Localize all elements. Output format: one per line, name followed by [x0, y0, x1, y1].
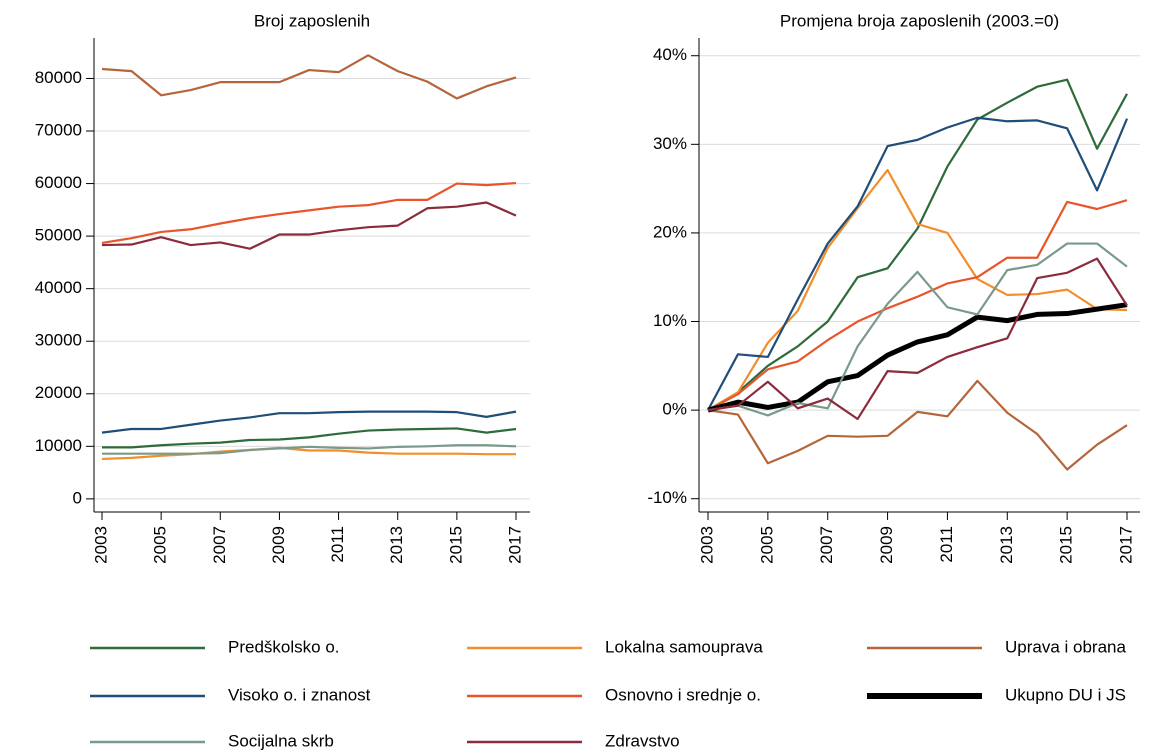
y-tick-label: 30000 [35, 331, 82, 350]
y-tick-label: 40% [653, 45, 687, 64]
series-line [101, 446, 516, 461]
y-tick-label: 20% [653, 222, 687, 241]
legend-label: Ukupno DU i JS [1005, 685, 1126, 704]
y-tick-label: 80000 [35, 68, 82, 87]
series-line [707, 242, 1128, 417]
series-line [101, 201, 517, 250]
series-line [101, 410, 517, 434]
series-line [707, 302, 1128, 413]
x-tick-label: 2007 [817, 526, 836, 564]
x-tick-label: 2005 [757, 526, 776, 564]
legend-label: Socijalna skrb [228, 731, 334, 750]
x-tick-label: 2015 [1057, 526, 1076, 564]
y-tick-label: 50000 [35, 226, 82, 245]
series-line [707, 257, 1128, 421]
series-line [707, 116, 1129, 411]
y-tick-label: 10% [653, 311, 687, 330]
y-tick-label: 0% [662, 400, 687, 419]
series-line [707, 78, 1128, 412]
y-tick-label: 40000 [35, 278, 82, 297]
legend-label: Lokalna samouprava [605, 637, 763, 656]
legend-label: Uprava i obrana [1005, 637, 1127, 656]
legend-label: Visoko o. i znanost [228, 685, 371, 704]
x-tick-label: 2011 [328, 526, 347, 563]
x-tick-label: 2011 [937, 526, 956, 563]
x-tick-label: 2005 [151, 526, 170, 564]
series-line [102, 427, 517, 449]
y-tick-label: 30% [653, 134, 687, 153]
x-tick-label: 2017 [1116, 526, 1135, 564]
series-line [101, 181, 517, 245]
series-line [707, 199, 1128, 412]
series-line [102, 444, 517, 455]
series-line [707, 379, 1128, 471]
x-tick-label: 2013 [997, 526, 1016, 564]
series-line [707, 168, 1128, 412]
y-tick-label: -10% [647, 488, 687, 507]
x-tick-label: 2009 [269, 526, 288, 564]
x-tick-label: 2013 [387, 526, 406, 564]
y-tick-label: 20000 [35, 383, 82, 402]
x-tick-label: 2003 [91, 526, 110, 564]
legend-label: Osnovno i srednje o. [605, 685, 761, 704]
y-tick-label: 60000 [35, 173, 82, 192]
x-tick-label: 2003 [697, 526, 716, 564]
x-tick-label: 2015 [446, 526, 465, 564]
y-tick-label: 0 [73, 488, 82, 507]
chart-title: Broj zaposlenih [254, 11, 370, 30]
chart-title: Promjena broja zaposlenih (2003.=0) [780, 11, 1059, 30]
legend-label: Zdravstvo [605, 731, 680, 750]
series-line [101, 54, 517, 100]
y-tick-label: 70000 [35, 120, 82, 139]
x-tick-label: 2009 [877, 526, 896, 564]
x-tick-label: 2007 [210, 526, 229, 564]
y-tick-label: 10000 [35, 436, 82, 455]
x-tick-label: 2017 [505, 526, 524, 564]
legend-label: Predškolsko o. [228, 637, 340, 656]
